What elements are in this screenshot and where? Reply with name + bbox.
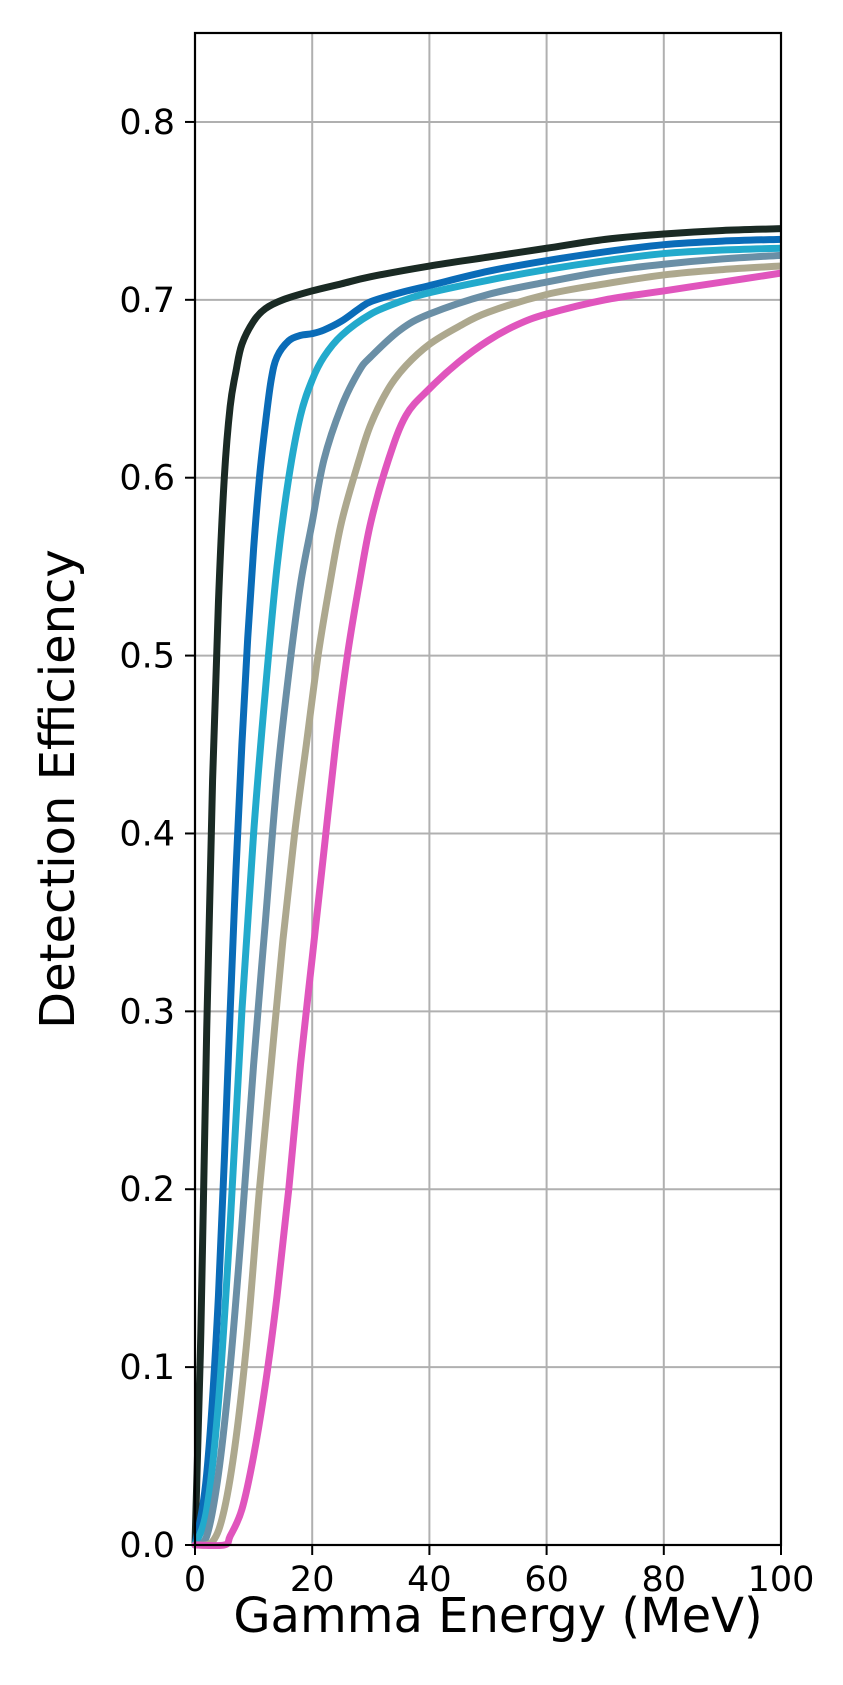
series-line-6 <box>191 269 781 1549</box>
x-tick-label: 100 <box>748 1560 815 1600</box>
series-line-2 <box>191 235 781 1549</box>
y-axis-label: Detection Efficiency <box>30 549 86 1029</box>
series-line-5 <box>191 262 781 1549</box>
x-axis-label: Gamma Energy (MeV) <box>233 1588 762 1644</box>
x-tick-label: 20 <box>290 1560 335 1600</box>
series-lines <box>191 225 781 1549</box>
y-tick-label: 0.5 <box>119 637 175 677</box>
y-tick-label: 0.2 <box>119 1170 175 1210</box>
series-line-3 <box>191 244 781 1549</box>
y-tick-label: 0.7 <box>119 281 175 321</box>
y-tick-label: 0.1 <box>119 1348 175 1388</box>
x-tick-label: 80 <box>642 1560 687 1600</box>
x-tick-label: 40 <box>407 1560 452 1600</box>
y-tick-label: 0.6 <box>119 459 175 499</box>
x-tick-label: 0 <box>184 1560 206 1600</box>
y-tick-label: 0.8 <box>119 103 175 143</box>
y-tick-label: 0.4 <box>119 814 175 854</box>
y-tick-label: 0.3 <box>119 992 175 1032</box>
x-tick-label: 60 <box>524 1560 569 1600</box>
series-line-1 <box>191 225 781 1549</box>
plot-frame <box>193 31 783 1547</box>
ticks: 0 20 40 60 80 100 0.0 0.1 0.2 0.3 0.4 0.5 0.6 0.7 0.8 <box>119 103 814 1600</box>
series-line-4 <box>191 251 781 1549</box>
y-tick-label: 0.0 <box>119 1526 175 1566</box>
